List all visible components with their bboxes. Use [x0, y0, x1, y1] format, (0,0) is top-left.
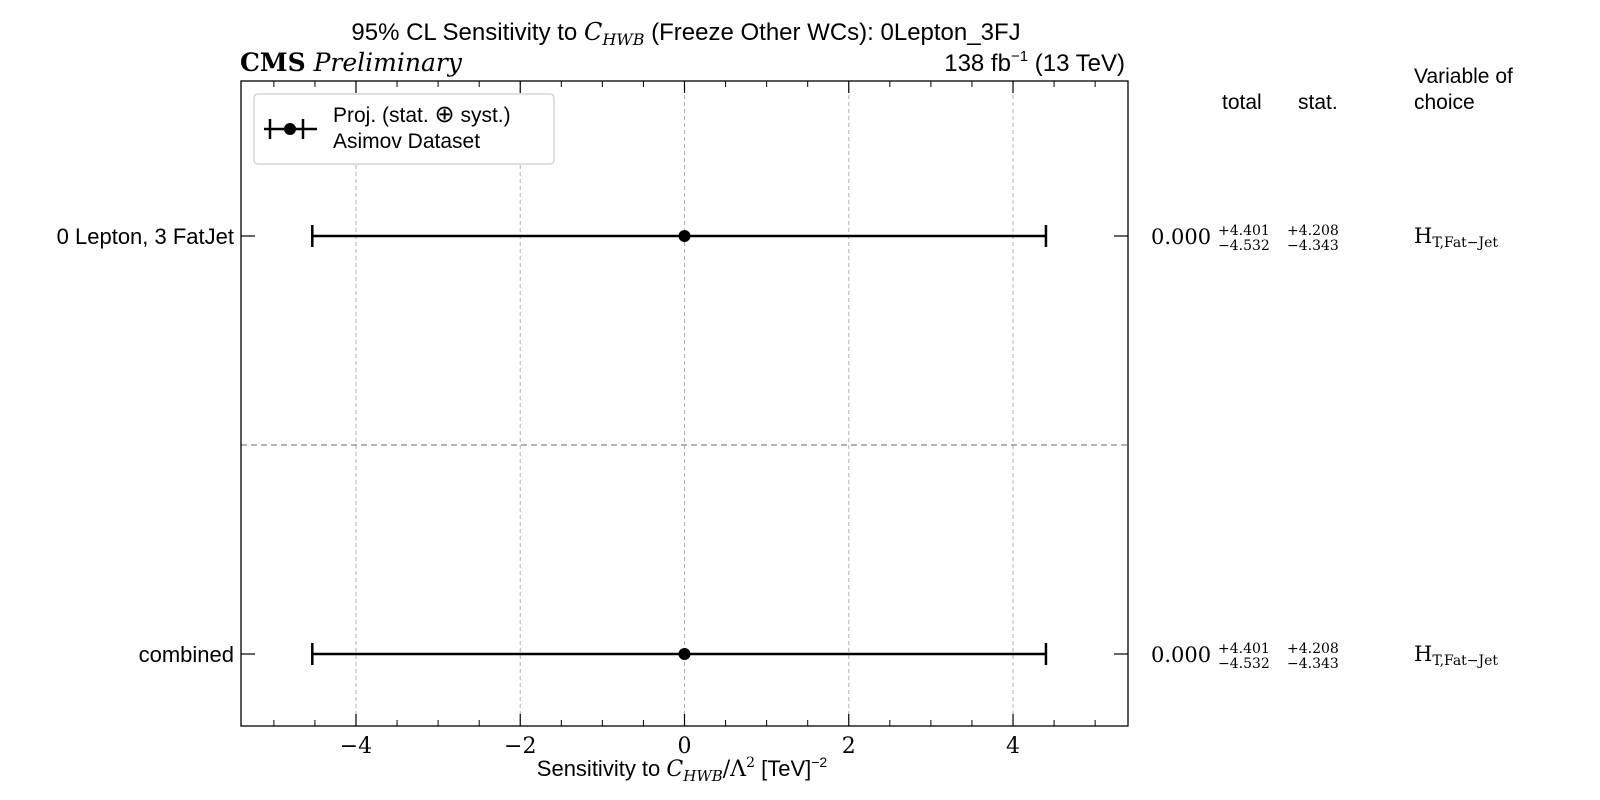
- variable-symbol: H: [1414, 224, 1432, 248]
- xlabel-unit-exponent: −2: [811, 754, 827, 770]
- row-label: 0 Lepton, 3 FatJet: [57, 224, 234, 249]
- variable-subscript: T,Fat−Jet: [1432, 235, 1498, 251]
- oplus-symbol: ⊕: [435, 101, 455, 128]
- variable-of-choice: HT,Fat−Jet: [1414, 642, 1498, 669]
- central-value-marker: [678, 230, 691, 242]
- legend: Proj. (stat. ⊕ syst.) Asimov Dataset: [253, 93, 555, 165]
- xlabel-scale-exponent: 2: [746, 755, 755, 771]
- grid-lines: [355, 81, 1014, 726]
- title-wc-subscript: HWB: [601, 30, 644, 49]
- xlabel-wc-subscript: HWB: [682, 767, 723, 785]
- luminosity-value: 138 fb: [944, 50, 1011, 77]
- stat-up: +4.208: [1287, 223, 1339, 239]
- total-up: +4.401: [1218, 641, 1270, 657]
- x-tick-label: −4: [340, 734, 372, 759]
- title-wc-symbol: C: [584, 18, 602, 46]
- variable-subscript: T,Fat−Jet: [1432, 653, 1498, 669]
- experiment-label: CMS Preliminary: [240, 48, 463, 77]
- x-axis-label: Sensitivity to CHWB/Λ2 [TeV]−2: [537, 754, 828, 785]
- x-tick-labels: −4 −2 0 2 4: [340, 734, 1020, 759]
- preliminary-label: Preliminary: [313, 48, 463, 77]
- legend-box: [253, 93, 555, 165]
- stat-up: +4.208: [1287, 641, 1339, 657]
- central-value-marker: [678, 648, 691, 660]
- x-tick-label: 4: [1006, 734, 1020, 759]
- luminosity-exponent: −1: [1011, 48, 1028, 65]
- luminosity-energy: (13 TeV): [1028, 50, 1125, 77]
- xlabel-prefix: Sensitivity to: [537, 756, 667, 781]
- axis-ticks: [241, 81, 1128, 726]
- variable-of-choice: HT,Fat−Jet: [1414, 224, 1498, 251]
- xlabel-wc-symbol: C: [666, 757, 683, 782]
- variable-symbol: H: [1414, 642, 1432, 666]
- total-up: +4.401: [1218, 223, 1270, 239]
- header-variable-line-1: Variable of: [1414, 65, 1513, 88]
- stat-down: −4.343: [1287, 656, 1339, 672]
- legend-line-2: Asimov Dataset: [333, 130, 480, 153]
- luminosity-label: 138 fb−1 (13 TeV): [944, 48, 1125, 77]
- legend-line-1-prefix: Proj. (stat.: [333, 104, 435, 127]
- legend-marker-icon: [264, 119, 317, 139]
- central-value: 0.000: [1151, 643, 1211, 667]
- total-down: −4.532: [1218, 238, 1270, 254]
- xlabel-scale: /Λ: [723, 757, 747, 782]
- plot-frame: [240, 80, 1129, 727]
- result-table: 0.000 +4.401−4.532+4.208−4.343 HT,Fat−Jet0…: [1151, 223, 1498, 672]
- central-value: 0.000: [1151, 225, 1211, 249]
- cms-label: CMS: [240, 48, 306, 77]
- x-tick-label: −2: [504, 734, 536, 759]
- header-total: total: [1222, 91, 1262, 114]
- central-values: [678, 230, 691, 660]
- x-tick-label: 2: [842, 734, 856, 759]
- row-labels: 0 Lepton, 3 FatJet combined: [57, 224, 234, 667]
- chart-title: 95% CL Sensitivity to CHWB (Freeze Other…: [351, 18, 1020, 49]
- xlabel-unit: [TeV]: [755, 756, 811, 781]
- stat-down: −4.343: [1287, 238, 1339, 254]
- legend-line-1-suffix: syst.): [455, 104, 511, 127]
- header-stat: stat.: [1298, 91, 1338, 114]
- title-prefix: 95% CL Sensitivity to: [351, 19, 584, 46]
- header-variable-line-2: choice: [1414, 91, 1475, 114]
- total-down: −4.532: [1218, 656, 1270, 672]
- row-label: combined: [139, 642, 234, 667]
- legend-line-1: Proj. (stat. ⊕ syst.): [333, 101, 511, 128]
- x-tick-label: 0: [678, 734, 692, 759]
- title-suffix: (Freeze Other WCs): 0Lepton_3FJ: [644, 19, 1020, 46]
